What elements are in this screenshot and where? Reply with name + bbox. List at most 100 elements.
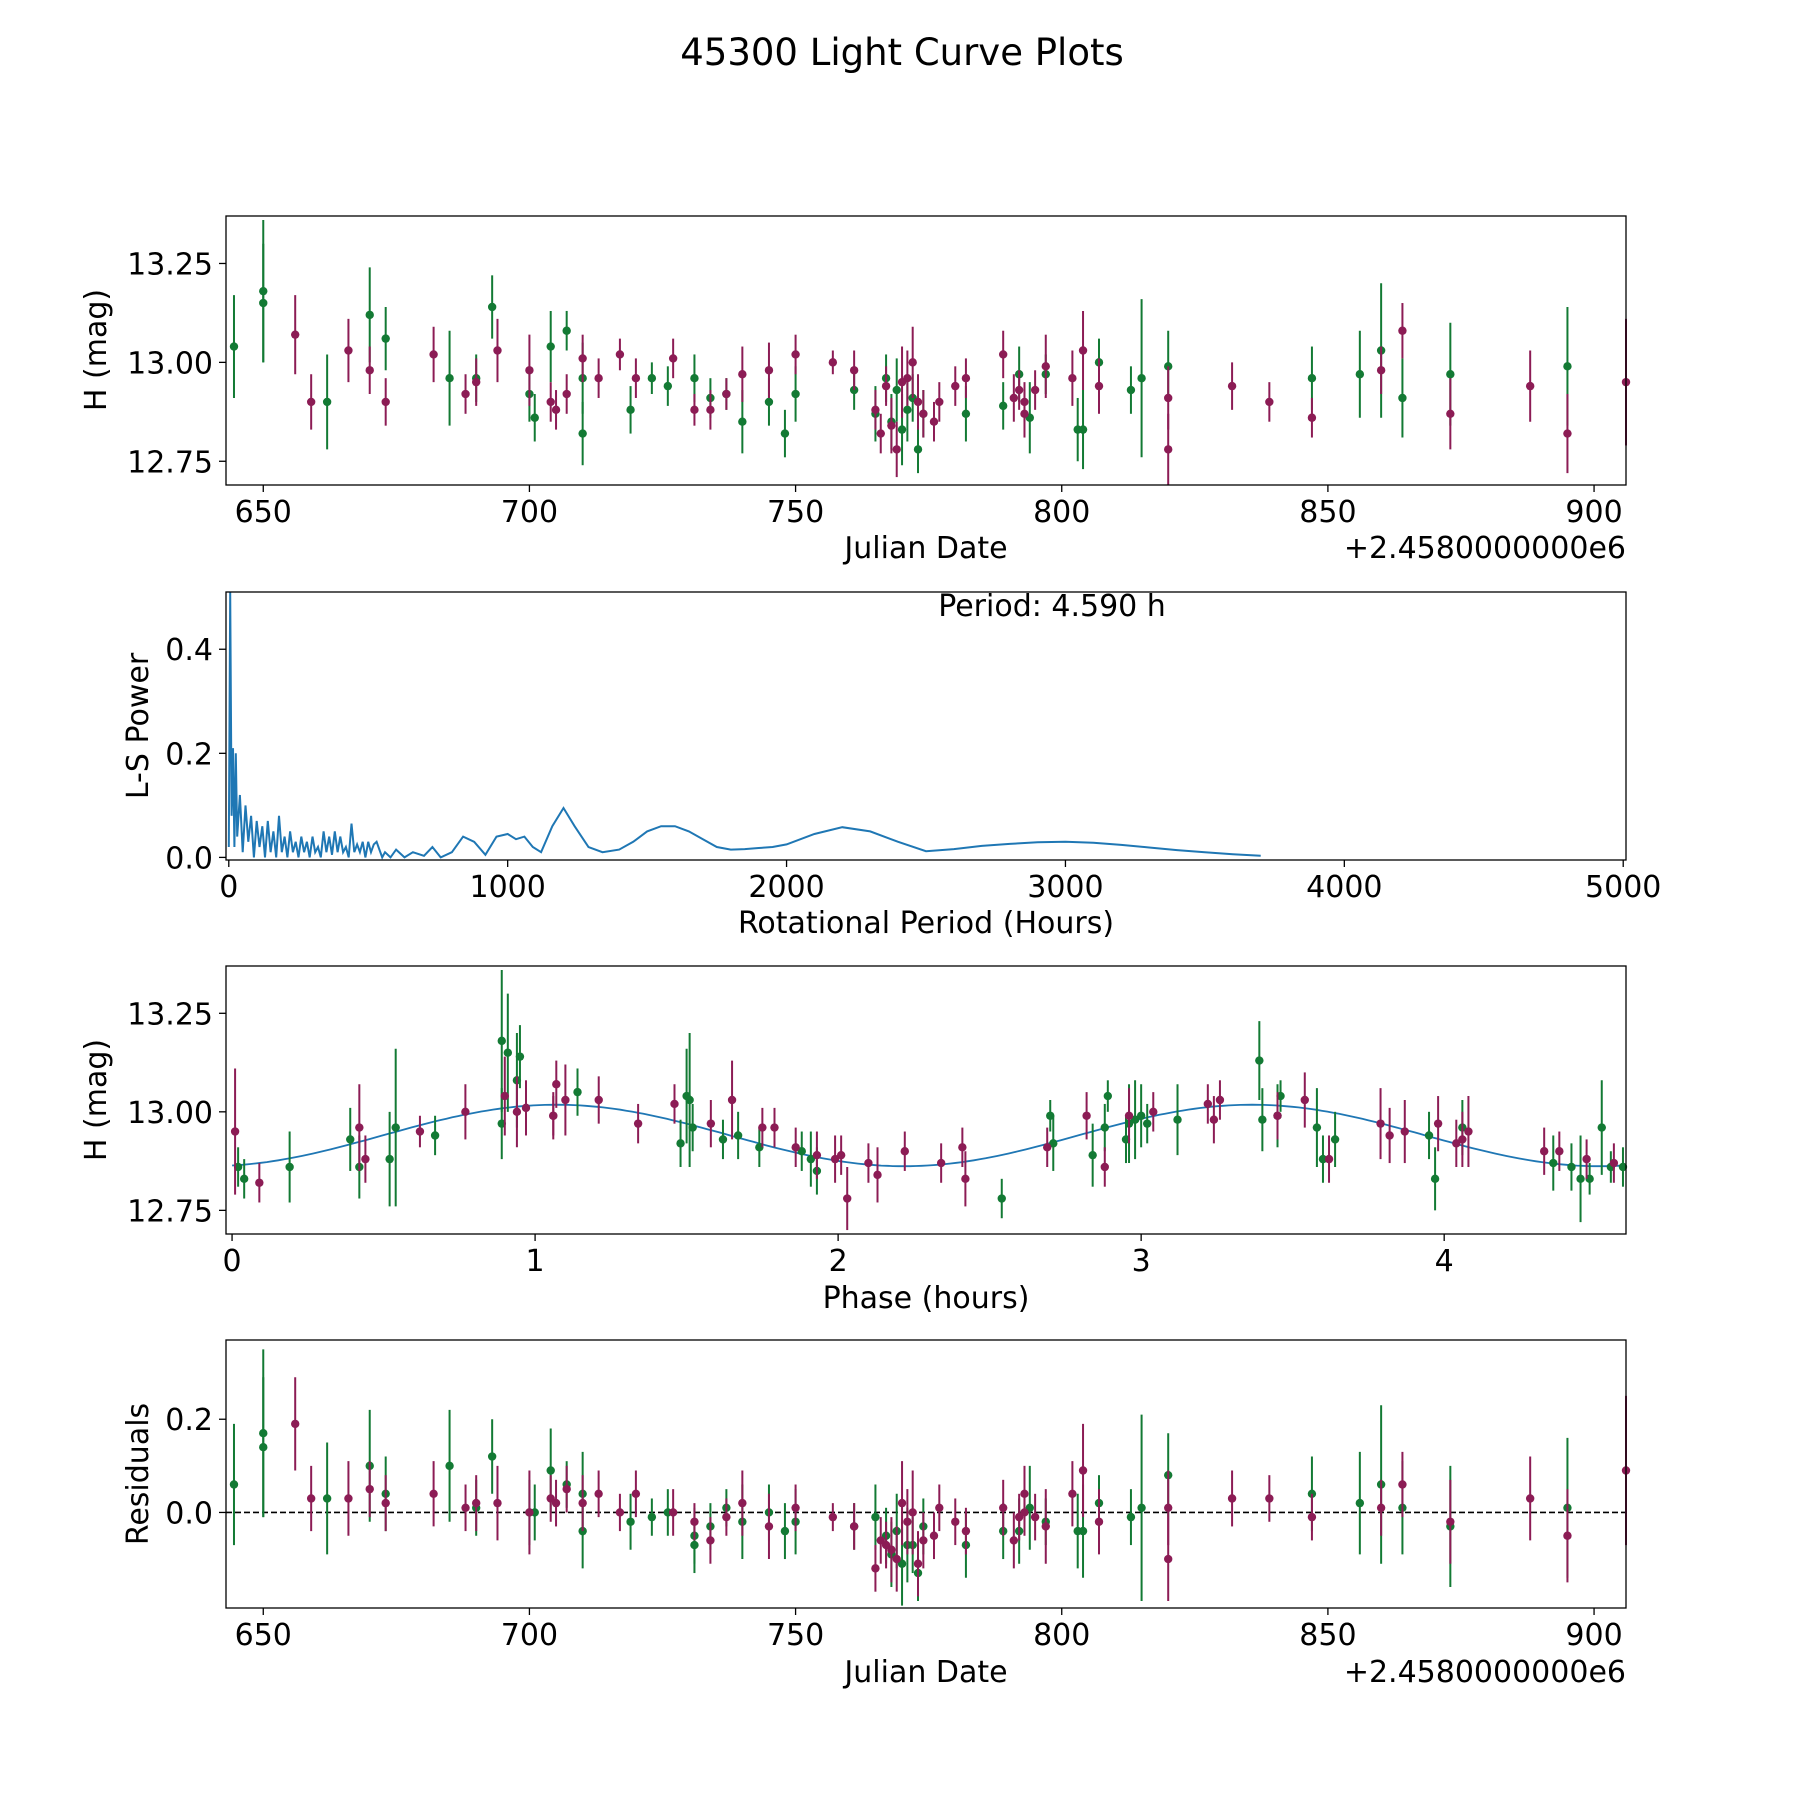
data-point-maroon xyxy=(1446,1517,1455,1526)
periodogram-ticks: 0 1000 2000 3000 4000 5000 0.0 0.2 0.4 xyxy=(165,633,1661,905)
data-point-maroon xyxy=(1433,1119,1443,1128)
data-point-maroon xyxy=(929,417,939,426)
residuals-plot-area xyxy=(226,1349,1631,1606)
data-point-maroon xyxy=(1563,429,1572,438)
periodogram-axes-frame xyxy=(225,591,1627,861)
data-point-green xyxy=(733,1131,743,1140)
data-point-green xyxy=(1576,1174,1585,1184)
data-point-maroon xyxy=(1300,1095,1309,1105)
phased-x-label: Phase (hours) xyxy=(823,1281,1030,1316)
data-point-green xyxy=(487,302,497,312)
data-point-maroon xyxy=(1376,1503,1386,1512)
data-point-green xyxy=(573,1087,582,1097)
data-point-green xyxy=(322,1494,332,1503)
data-point-green xyxy=(626,405,635,415)
data-point-green xyxy=(913,445,923,454)
data-point-maroon xyxy=(897,1498,907,1508)
data-point-maroon xyxy=(525,366,534,375)
phased-y-label: H (mag) xyxy=(79,1039,114,1161)
data-point-green xyxy=(365,310,374,320)
data-point-maroon xyxy=(562,1484,571,1494)
data-point-green xyxy=(1549,1158,1558,1168)
data-point-maroon xyxy=(1609,1158,1619,1168)
data-point-maroon xyxy=(471,377,481,387)
data-point-maroon xyxy=(561,1095,570,1105)
data-point-maroon xyxy=(1068,373,1077,383)
data-point-maroon xyxy=(764,366,774,375)
data-point-green xyxy=(1173,1115,1182,1124)
data-point-maroon xyxy=(871,405,880,415)
data-point-maroon xyxy=(255,1178,264,1187)
data-point-maroon xyxy=(951,1517,960,1526)
data-point-green xyxy=(385,1154,394,1164)
data-point-maroon xyxy=(1464,1127,1473,1136)
residuals-y-tick-label: 0.2 xyxy=(165,1403,213,1438)
periodogram-x-tick-label: 0 xyxy=(219,870,238,905)
data-point-maroon xyxy=(1446,409,1455,418)
data-point-green xyxy=(1597,1123,1606,1132)
data-point-maroon xyxy=(873,1170,882,1180)
data-point-green xyxy=(1424,1131,1434,1140)
data-point-maroon xyxy=(738,370,747,379)
residuals-y-label: Residuals xyxy=(121,1403,156,1545)
lightcurve-offset-text: +2.4580000000e6 xyxy=(1344,531,1626,566)
data-point-green xyxy=(897,425,907,434)
data-point-maroon xyxy=(1164,445,1173,454)
data-point-green xyxy=(718,1135,728,1144)
data-point-maroon xyxy=(1452,1139,1461,1148)
data-point-maroon xyxy=(919,1536,928,1545)
data-point-green xyxy=(690,1540,699,1550)
data-point-maroon xyxy=(935,397,944,407)
data-point-maroon xyxy=(668,354,678,363)
data-point-green xyxy=(1136,1111,1146,1120)
data-point-green xyxy=(806,1154,816,1164)
periodogram-y-tick-label: 0.2 xyxy=(165,737,213,772)
data-point-green xyxy=(1137,373,1146,383)
data-point-maroon xyxy=(1203,1099,1213,1109)
data-point-maroon xyxy=(929,1531,939,1540)
data-point-maroon xyxy=(500,1091,509,1101)
data-point-maroon xyxy=(706,405,715,415)
data-point-maroon xyxy=(998,1503,1008,1512)
data-point-maroon xyxy=(594,373,603,383)
data-point-green xyxy=(229,1480,239,1489)
data-point-maroon xyxy=(812,1150,822,1160)
period-annotation: Period: 4.590 h xyxy=(938,589,1166,624)
data-point-maroon xyxy=(1539,1147,1549,1156)
residuals-ticks: 650 700 750 800 850 900 0.0 0.2 xyxy=(165,1403,1622,1653)
data-point-maroon xyxy=(230,1127,240,1136)
data-point-maroon xyxy=(1563,1531,1572,1540)
phased-y-tick-label: 13.00 xyxy=(127,1096,213,1131)
data-point-green xyxy=(780,1526,790,1536)
residuals-x-tick-label: 850 xyxy=(1299,1618,1356,1653)
data-point-green xyxy=(1258,1115,1267,1124)
data-point-green xyxy=(791,389,800,399)
data-point-maroon xyxy=(1082,1111,1091,1120)
data-point-green xyxy=(1330,1135,1340,1144)
data-point-maroon xyxy=(1582,1154,1591,1164)
data-point-green xyxy=(903,405,912,415)
data-point-green xyxy=(1563,362,1572,371)
data-point-maroon xyxy=(429,1489,438,1499)
data-point-maroon xyxy=(552,1080,561,1089)
data-point-maroon xyxy=(871,1564,880,1573)
data-point-maroon xyxy=(1043,1143,1052,1152)
data-point-green xyxy=(997,1194,1006,1203)
data-point-maroon xyxy=(291,1419,300,1429)
data-point-maroon xyxy=(727,1095,737,1105)
residuals-x-tick-label: 900 xyxy=(1565,1618,1622,1653)
data-point-maroon xyxy=(525,1508,534,1517)
data-point-green xyxy=(647,373,657,383)
phased-y-tick-label: 12.75 xyxy=(127,1194,213,1229)
data-point-maroon xyxy=(381,1498,390,1508)
data-point-green xyxy=(259,1443,268,1452)
data-point-maroon xyxy=(770,1123,779,1132)
data-point-maroon xyxy=(493,1498,502,1508)
data-point-maroon xyxy=(908,358,917,367)
data-point-green xyxy=(1307,373,1317,383)
data-point-maroon xyxy=(961,1526,971,1536)
periodogram-y-label: L-S Power xyxy=(121,652,156,799)
data-point-green xyxy=(1255,1056,1264,1065)
lightcurve-ticks: 650 700 750 800 850 900 12.75 13.00 13.25 xyxy=(127,247,1623,530)
data-point-green xyxy=(497,1036,506,1046)
